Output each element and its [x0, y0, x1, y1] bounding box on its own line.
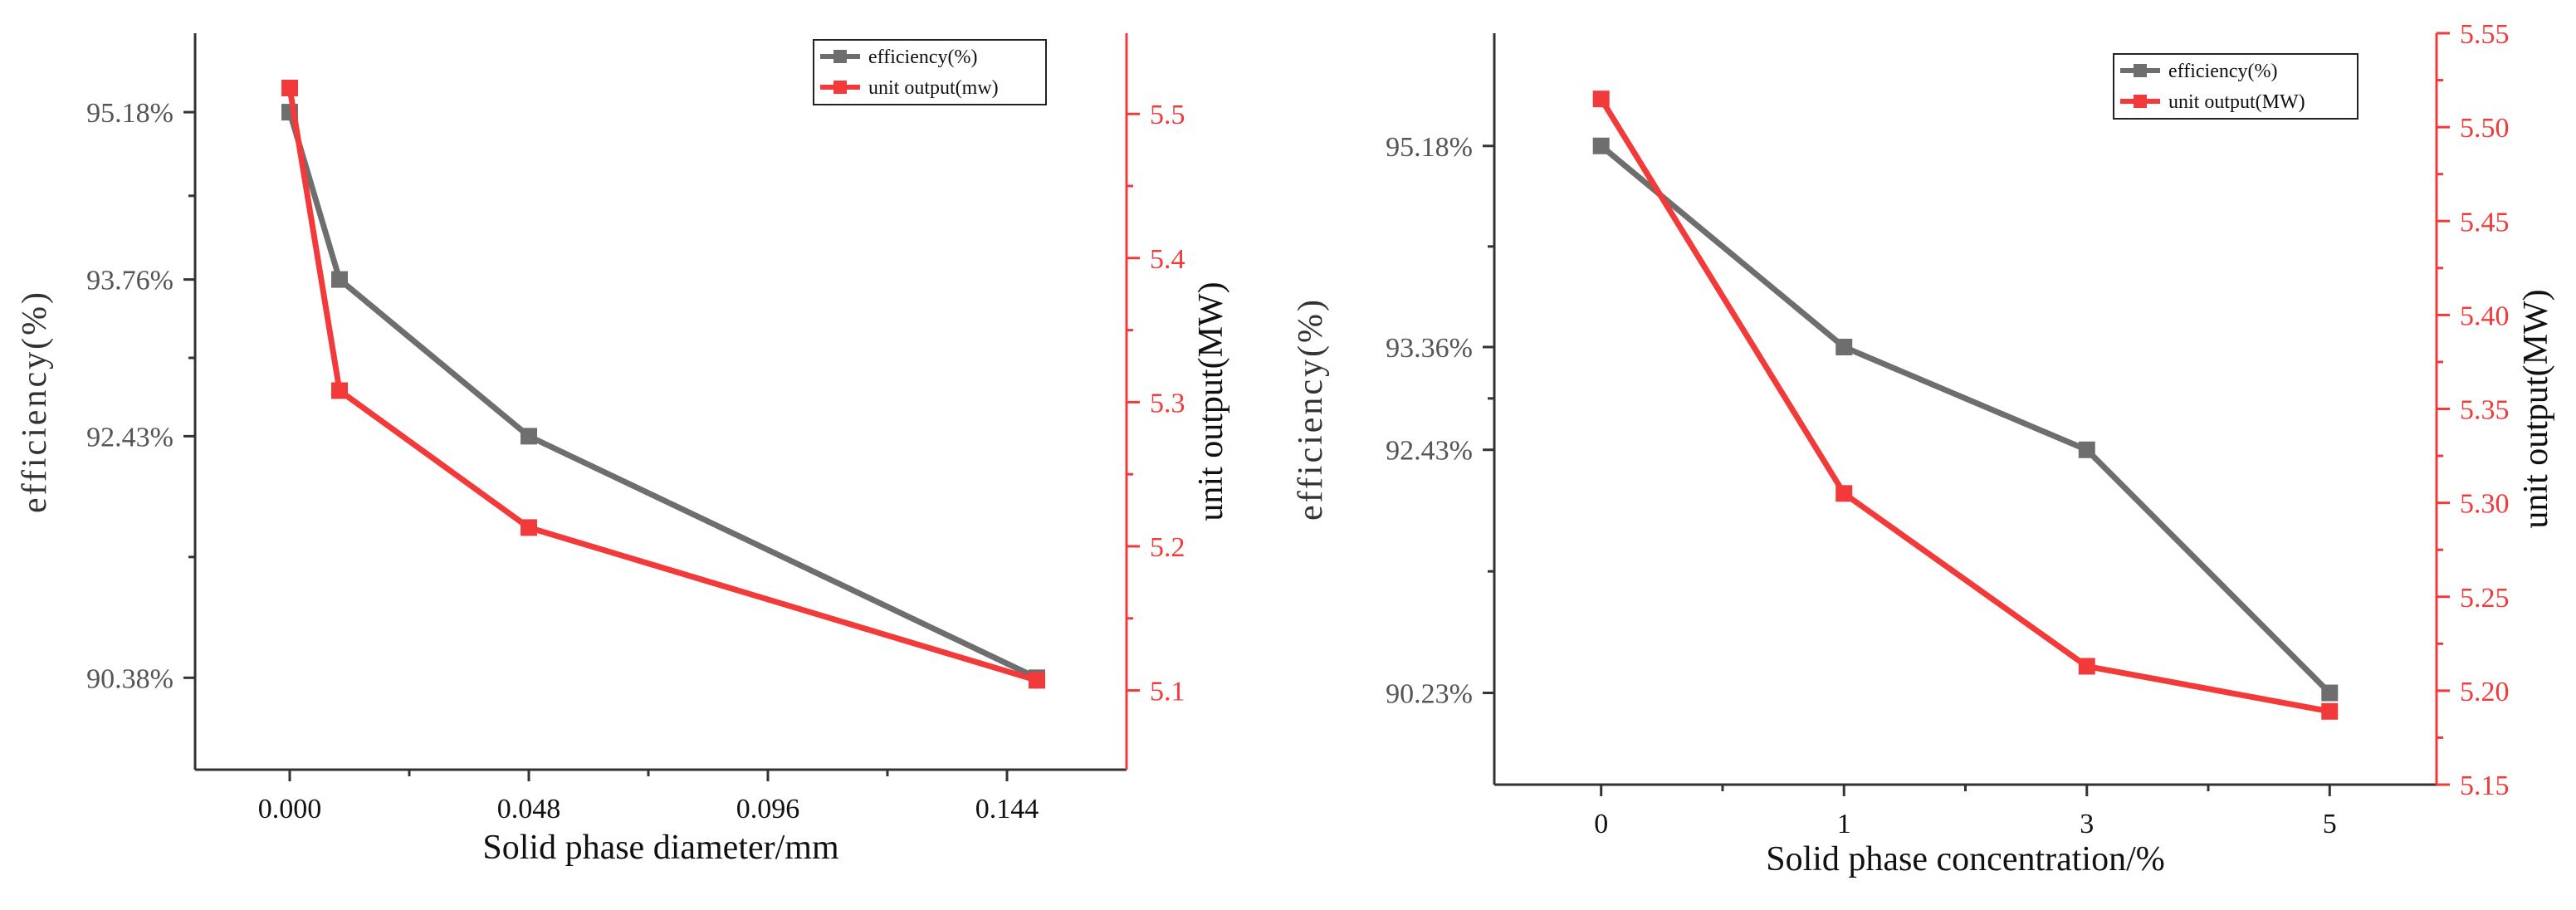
- right-y-tick-label: 5.55: [2460, 19, 2510, 50]
- legend-label: unit output(mw): [868, 77, 999, 99]
- chart-panel-1: 0.000 0.048 0.096 0.144 95.18% 93.76% 92.43% 90…: [16, 33, 1230, 867]
- legend-box: [813, 39, 1047, 105]
- data-point-efficiency: [1592, 137, 1610, 154]
- right-y-tick-label: 5.35: [2460, 395, 2510, 426]
- right-y-tick-label: 5.4: [1150, 244, 1185, 275]
- legend-label: unit output(MW): [2168, 91, 2305, 113]
- right-y-tick-label: 5.20: [2460, 677, 2510, 707]
- legend-label: efficiency(%): [868, 46, 977, 68]
- right-y-tick-label: 5.30: [2460, 489, 2510, 520]
- legend-marker: [2134, 95, 2147, 108]
- series-line-efficiency: [1599, 144, 2332, 696]
- data-point-unit-output: [1029, 672, 1045, 689]
- legend-box: [2113, 53, 2358, 120]
- right-y-tick-label: 5.40: [2460, 301, 2510, 331]
- x-axis-title: Solid phase diameter/mm: [482, 829, 839, 867]
- left-y-tick-label: 93.36%: [1386, 333, 1473, 364]
- x-tick-label: 3: [2080, 809, 2094, 839]
- legend-marker: [833, 81, 847, 94]
- right-y-tick-label: 5.2: [1150, 532, 1185, 563]
- data-point-unit-output: [1835, 485, 1853, 502]
- left-y-tick-label: 92.43%: [86, 422, 174, 453]
- right-y-tick-label: 5.50: [2460, 113, 2510, 144]
- series-line-unit-output: [1598, 97, 2330, 715]
- legend: efficiency(%) unit output(MW): [2113, 53, 2358, 120]
- series-line-unit-output: [286, 87, 1039, 683]
- right-y-tick-label: 5.3: [1150, 388, 1185, 418]
- legend-marker: [2134, 64, 2147, 77]
- left-y-axis-title: efficiency(%): [1292, 297, 1330, 521]
- left-y-tick-label: 92.43%: [1386, 436, 1473, 467]
- data-point-efficiency: [2078, 441, 2095, 458]
- left-y-axis-title: efficiency(%): [16, 290, 54, 513]
- data-point-unit-output: [1592, 91, 1610, 108]
- left-y-tick-label: 93.76%: [86, 266, 174, 296]
- x-tick-label: 0.144: [975, 794, 1039, 824]
- right-y-tick-label: 5.45: [2460, 207, 2510, 237]
- left-y-tick-label: 95.18%: [86, 98, 174, 129]
- x-tick-label: 5: [2323, 809, 2337, 839]
- data-point-efficiency: [331, 271, 348, 288]
- right-y-axis-title: unit output(MW): [2517, 289, 2555, 528]
- chart-panel-2: 0 1 3 5 95.18% 93.36% 92.43% 90.23% 5.15 5.20 5.25…: [1292, 19, 2555, 878]
- data-point-unit-output: [281, 79, 298, 96]
- x-tick-label: 1: [1837, 809, 1851, 839]
- data-point-unit-output: [2078, 658, 2095, 675]
- legend: efficiency(%) unit output(mw): [813, 39, 1047, 105]
- right-y-axis-title: unit output(MW): [1192, 281, 1230, 521]
- left-y-tick-label: 90.23%: [1386, 679, 1473, 710]
- right-y-tick-label: 5.25: [2460, 583, 2510, 614]
- left-y-tick-label: 90.38%: [86, 663, 174, 694]
- data-point-efficiency: [2321, 684, 2339, 702]
- x-tick-label: 0.048: [497, 794, 561, 824]
- right-y-tick-label: 5.1: [1150, 677, 1185, 707]
- x-tick-label: 0.096: [736, 794, 800, 824]
- data-point-unit-output: [331, 382, 348, 399]
- x-tick-label: 0: [1594, 809, 1608, 839]
- series-line-efficiency: [286, 111, 1039, 681]
- x-axis-title: Solid phase concentration/%: [1766, 840, 2165, 878]
- right-y-tick-label: 5.5: [1150, 100, 1185, 130]
- data-point-unit-output: [2321, 702, 2339, 720]
- data-point-efficiency: [1835, 338, 1853, 355]
- legend-marker: [833, 50, 847, 63]
- data-point-unit-output: [521, 519, 537, 536]
- data-point-efficiency: [521, 428, 537, 445]
- legend-label: efficiency(%): [2168, 61, 2277, 82]
- left-y-tick-label: 95.18%: [1386, 132, 1473, 163]
- x-tick-label: 0.000: [258, 794, 322, 824]
- right-y-tick-label: 5.15: [2460, 771, 2510, 801]
